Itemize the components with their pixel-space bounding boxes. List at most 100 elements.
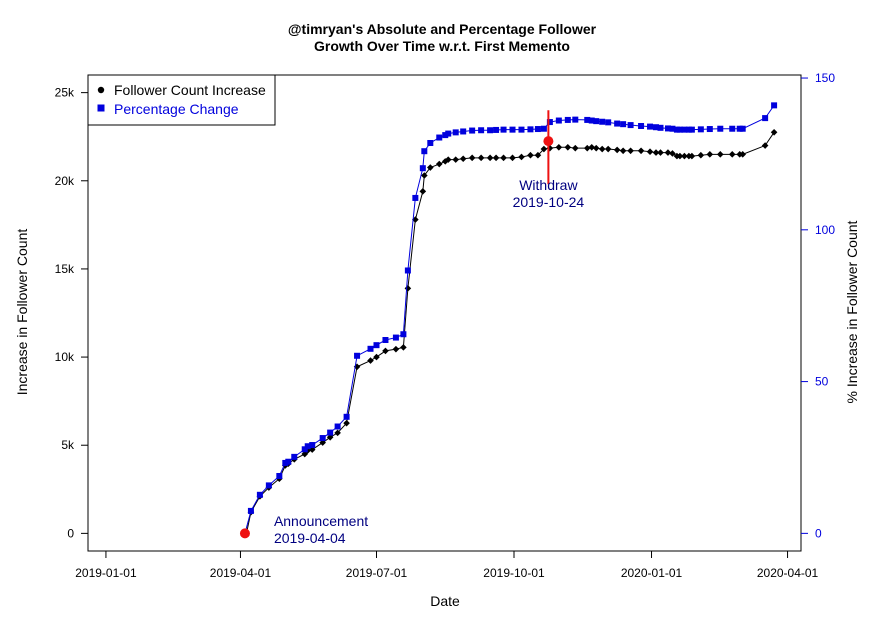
withdraw-label: Withdraw xyxy=(519,177,578,193)
follower-count-point xyxy=(444,156,452,163)
follower-count-point xyxy=(770,128,778,136)
percentage-change-point xyxy=(664,125,671,132)
percentage-change-point xyxy=(309,442,316,449)
follower-count-point xyxy=(555,143,563,151)
follower-count-point xyxy=(500,154,507,162)
follower-count-point xyxy=(728,151,736,158)
follower-count-point xyxy=(592,144,600,152)
follower-count-point xyxy=(688,152,696,160)
follower-count-point xyxy=(534,151,542,159)
follower-count-point xyxy=(404,285,412,292)
x-tick-label: 2020-01-01 xyxy=(621,566,683,580)
follower-count-point xyxy=(308,446,316,453)
legend-marker-percent xyxy=(97,104,105,112)
follower-count-point xyxy=(353,363,361,371)
follower-count-point xyxy=(540,145,548,153)
follower-count-point xyxy=(452,156,460,163)
percentage-change-point xyxy=(540,125,547,132)
x-tick-label: 2020-04-01 xyxy=(757,566,819,580)
percentage-change-point xyxy=(460,128,467,135)
percentage-change-point xyxy=(500,126,507,133)
percentage-change-point xyxy=(706,126,713,133)
withdraw-date: 2019-10-24 xyxy=(513,194,585,210)
percentage-change-point xyxy=(373,342,380,349)
percentage-change-point xyxy=(382,337,389,344)
percentage-change-point xyxy=(771,102,778,109)
percentage-change-point xyxy=(412,194,419,201)
follower-count-point xyxy=(619,147,627,155)
follower-count-point xyxy=(598,145,606,153)
percentage-change-point xyxy=(647,123,654,130)
follower-count-point xyxy=(382,347,389,355)
percentage-change-point xyxy=(605,119,612,126)
percentage-change-point xyxy=(697,126,704,133)
percentage-change-point xyxy=(584,116,591,123)
percentage-change-point xyxy=(739,125,746,132)
follower-count-point xyxy=(669,150,676,157)
x-tick-label: 2019-04-01 xyxy=(210,566,272,580)
percentage-change-point xyxy=(534,126,541,133)
follower-count-point xyxy=(627,147,634,155)
percentage-change-point xyxy=(593,118,600,125)
percentage-change-point xyxy=(291,453,298,460)
announcement-date: 2019-04-04 xyxy=(274,530,346,546)
follower-count-point xyxy=(613,146,621,154)
follower-count-line xyxy=(245,132,775,534)
percentage-change-point xyxy=(564,116,571,123)
legend: Follower Count Increase Percentage Chang… xyxy=(87,74,276,126)
y-left-tick-label: 5k xyxy=(61,438,75,452)
follower-count-point xyxy=(468,154,476,162)
percentage-change-point xyxy=(653,124,660,131)
follower-count-point xyxy=(367,357,374,364)
chart-title-line-2: Growth Over Time w.r.t. First Memento xyxy=(314,38,570,54)
percentage-change-point xyxy=(572,116,579,123)
percentage-change-point xyxy=(627,122,634,129)
percentage-change-point xyxy=(688,126,695,133)
follower-count-point xyxy=(334,429,341,437)
follower-count-point xyxy=(392,345,400,353)
follower-count-point xyxy=(761,142,769,149)
legend-box xyxy=(87,74,276,126)
follower-count-point xyxy=(716,151,724,158)
percentage-change-point xyxy=(445,130,452,137)
follower-count-point xyxy=(459,155,467,163)
follower-count-point xyxy=(319,439,326,446)
follower-count-point xyxy=(419,188,427,195)
announcement-label: Announcement xyxy=(274,513,368,529)
percentage-change-point xyxy=(419,165,426,172)
follower-count-point xyxy=(518,153,525,161)
follower-count-point xyxy=(492,154,500,162)
follower-count-point xyxy=(664,149,672,156)
percentage-change-point xyxy=(400,331,407,338)
percentage-change-point xyxy=(436,134,443,141)
percentage-change-point xyxy=(478,127,485,134)
percentage-change-point xyxy=(762,115,769,122)
percentage-change-point xyxy=(493,126,500,133)
follower-count-point xyxy=(421,172,428,179)
x-tick-label: 2019-10-01 xyxy=(483,566,545,580)
y-axis-right-label: % Increase in Follower Count xyxy=(844,220,860,403)
y-left-tick-label: 25k xyxy=(55,86,75,100)
follower-count-point xyxy=(646,148,654,155)
legend-label-percent: Percentage Change xyxy=(114,101,239,117)
percentage-change-point xyxy=(304,443,311,450)
follower-count-point xyxy=(583,144,591,152)
percentage-change-point xyxy=(717,125,724,132)
percentage-change-point xyxy=(518,126,525,133)
y-axis-left-label: Increase in Follower Count xyxy=(14,229,30,396)
follower-count-point xyxy=(571,144,579,152)
percentage-change-line xyxy=(244,105,775,534)
percentage-change-point xyxy=(469,127,476,134)
percentage-change-point xyxy=(427,139,434,146)
follower-count-point xyxy=(739,151,747,158)
follower-count-point xyxy=(681,152,688,160)
y-left-tick-label: 15k xyxy=(55,262,75,276)
follower-count-point xyxy=(706,151,714,158)
percentage-change-point xyxy=(367,345,374,352)
percentage-change-point xyxy=(301,446,308,453)
percentage-change-point xyxy=(681,126,688,133)
percentage-change-point xyxy=(334,423,341,430)
follower-count-point xyxy=(343,419,350,427)
y-right-tick-label: 100 xyxy=(815,223,835,237)
